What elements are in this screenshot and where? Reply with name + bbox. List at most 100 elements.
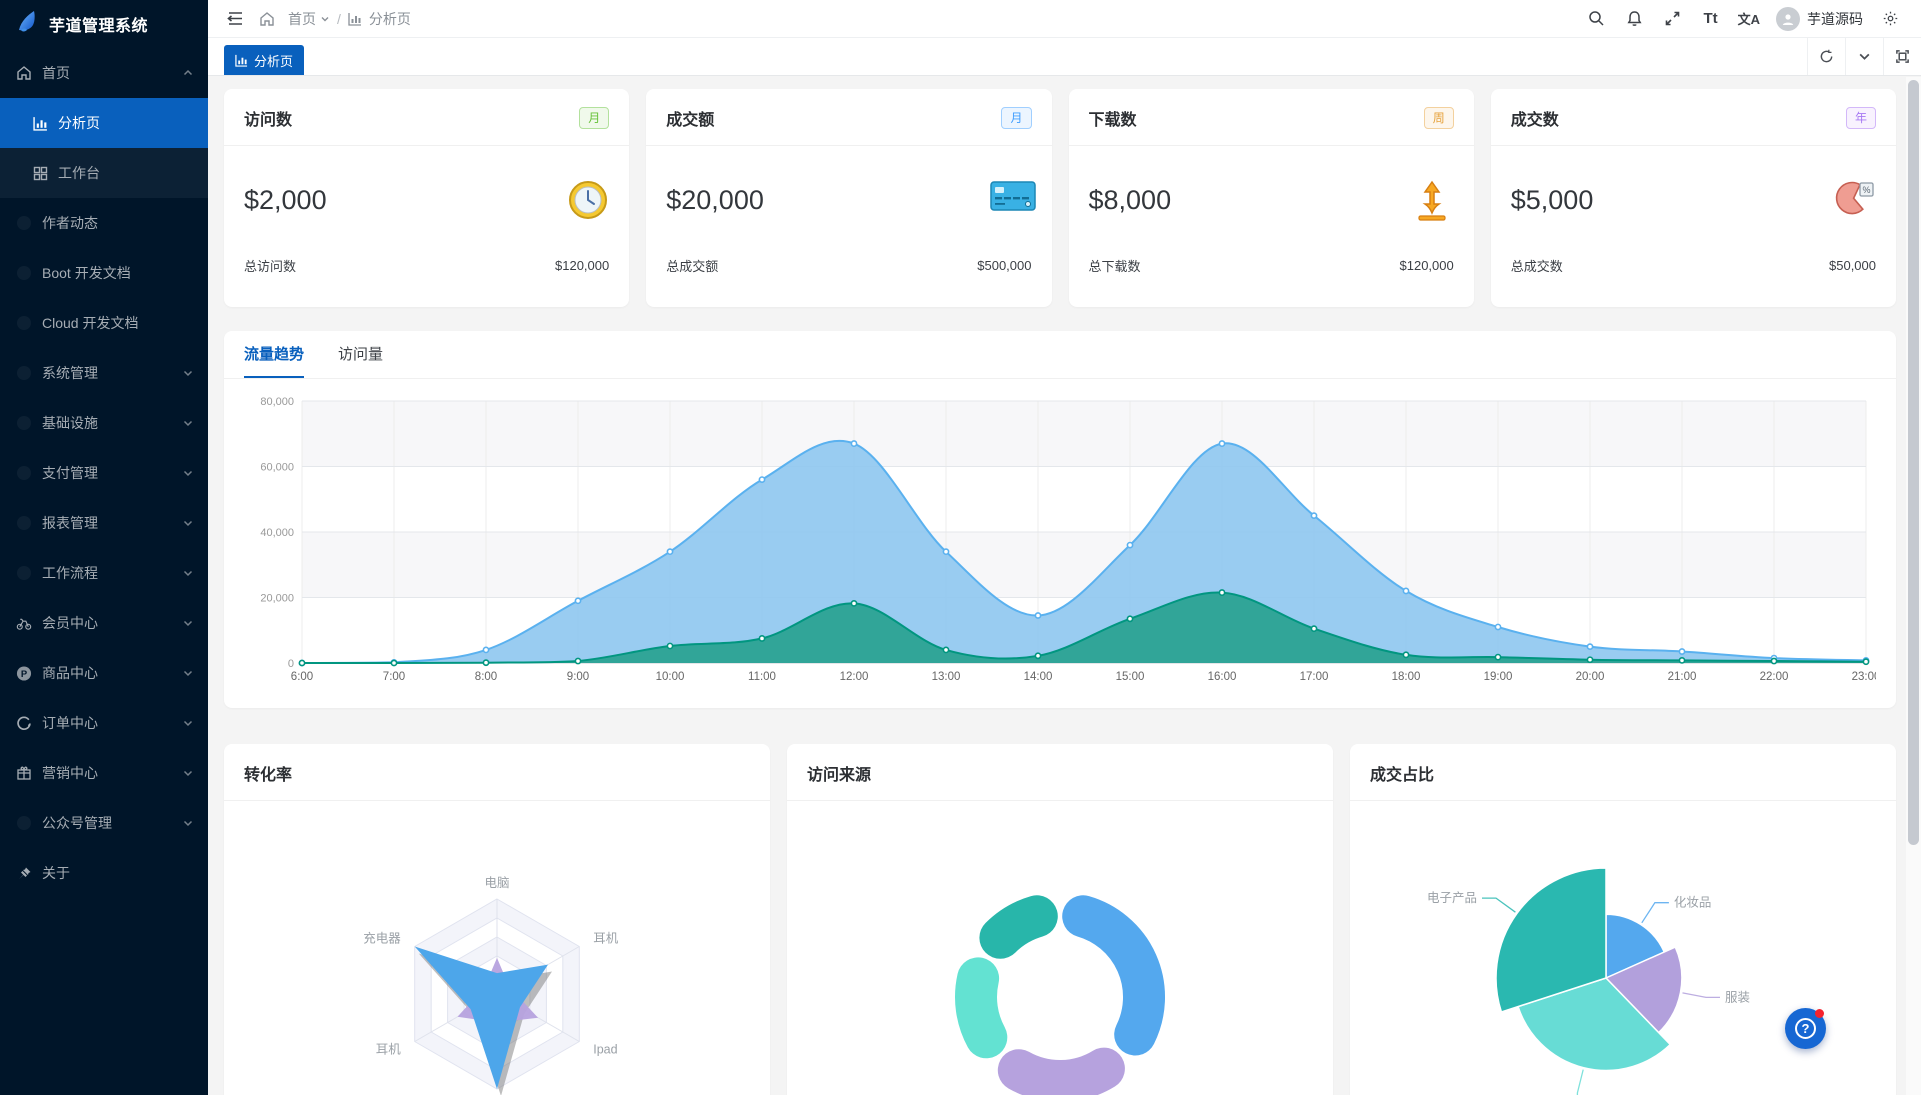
trend-tabs: 流量趋势 访问量	[224, 331, 1896, 379]
sidebar-item-0[interactable]: 首页	[0, 48, 208, 98]
stat-value: $2,000	[244, 184, 327, 215]
sidebar-item-label: 作者动态	[42, 215, 98, 231]
sidebar-item-label: Cloud 开发文档	[42, 315, 139, 331]
svg-text:充电器: 充电器	[363, 930, 401, 945]
bell-icon[interactable]	[1618, 0, 1652, 38]
sidebar-item-5[interactable]: Cloud 开发文档	[0, 298, 208, 348]
pie-icon: %	[1834, 179, 1876, 221]
sidebar-item-13[interactable]: 订单中心	[0, 698, 208, 748]
maximize-icon[interactable]	[1883, 38, 1921, 75]
chevron-down-icon	[182, 767, 194, 779]
sidebar-item-label: 系统管理	[42, 365, 98, 381]
sidebar-item-9[interactable]: 报表管理	[0, 498, 208, 548]
period-badge: 年	[1845, 107, 1876, 129]
help-button[interactable]: ?	[1785, 1008, 1826, 1049]
marketing-icon	[16, 765, 32, 781]
stat-footer-value: $120,000	[555, 258, 610, 273]
svg-text:服装: 服装	[1725, 990, 1750, 1004]
chevron-down-icon	[182, 367, 194, 379]
svg-text:23:00: 23:00	[1852, 671, 1876, 683]
sidebar-item-label: 工作流程	[42, 565, 98, 581]
svg-text:耳机: 耳机	[376, 1043, 402, 1057]
stat-value: $20,000	[666, 184, 764, 215]
font-size-icon[interactable]: Tt	[1703, 10, 1718, 27]
stat-card-3: 成交数 年 $5,000% 总成交数 $50,000	[1490, 89, 1896, 307]
sidebar-item-7[interactable]: 基础设施	[0, 398, 208, 448]
sidebar-item-4[interactable]: Boot 开发文档	[0, 248, 208, 298]
sidebar-item-10[interactable]: 工作流程	[0, 548, 208, 598]
sidebar-item-2[interactable]: 工作台	[0, 148, 208, 198]
svg-text:21:00: 21:00	[1668, 671, 1697, 683]
home-icon	[16, 65, 32, 81]
scrollbar-thumb[interactable]	[1908, 80, 1919, 845]
breadcrumb-separator: /	[337, 10, 341, 27]
svg-text:18:00: 18:00	[1392, 671, 1421, 683]
sidebar-item-16[interactable]: 关于	[0, 848, 208, 898]
sidebar-item-15[interactable]: 公众号管理	[0, 798, 208, 848]
avatar	[1776, 6, 1800, 31]
stat-card-2: 下载数 周 $8,000 总下载数 $120,000	[1068, 89, 1474, 307]
dot-icon	[16, 515, 32, 531]
card-title: 访问来源	[807, 767, 872, 784]
breadcrumb-current[interactable]: 分析页	[368, 10, 411, 27]
sidebar-item-1[interactable]: 分析页	[0, 98, 208, 148]
chevron-down-icon	[182, 467, 194, 479]
tab-analysis[interactable]: 分析页	[224, 45, 305, 75]
svg-text:电子产品: 电子产品	[1427, 891, 1477, 905]
svg-text:11:00: 11:00	[748, 671, 776, 683]
dot-icon	[16, 815, 32, 831]
dot-icon	[16, 315, 32, 331]
sidebar-item-label: 订单中心	[42, 715, 98, 731]
sidebar-item-12[interactable]: P 商品中心	[0, 648, 208, 698]
svg-text:7:00: 7:00	[383, 671, 405, 683]
svg-text:8:00: 8:00	[475, 671, 497, 683]
vertical-scrollbar[interactable]	[1906, 77, 1921, 1095]
svg-text:12:00: 12:00	[840, 671, 869, 683]
refresh-icon[interactable]	[1807, 38, 1845, 75]
sidebar-item-8[interactable]: 支付管理	[0, 448, 208, 498]
stat-card-title: 成交额	[666, 112, 715, 129]
gear-icon[interactable]	[1873, 0, 1907, 38]
dot-icon	[16, 465, 32, 481]
home-icon[interactable]	[256, 8, 278, 30]
tabbar: 分析页	[208, 38, 1921, 76]
sidebar-item-label: 分析页	[58, 115, 100, 131]
sidebar-item-label: 支付管理	[42, 465, 98, 481]
dot-icon	[16, 265, 32, 281]
main-area: 首页 / 分析页 Tt 文A	[208, 0, 1921, 1095]
svg-text:40,000: 40,000	[260, 527, 294, 539]
sidebar-item-6[interactable]: 系统管理	[0, 348, 208, 398]
sidebar-item-11[interactable]: 会员中心	[0, 598, 208, 648]
fullscreen-icon[interactable]	[1656, 0, 1690, 38]
user-menu[interactable]: 芋道源码	[1770, 6, 1869, 31]
sidebar-item-label: 报表管理	[42, 515, 98, 531]
caret-down-icon	[321, 16, 329, 21]
bar-chart-icon	[235, 54, 248, 67]
svg-text:14:00: 14:00	[1024, 671, 1053, 683]
tab-visits[interactable]: 访问量	[338, 346, 384, 363]
stat-card-title: 下载数	[1088, 112, 1137, 129]
chevron-up-icon	[182, 67, 194, 79]
tab-traffic-trend[interactable]: 流量趋势	[244, 343, 305, 378]
stat-footer-label: 总访问数	[244, 259, 297, 274]
sidebar-collapse-icon[interactable]	[224, 8, 246, 30]
svg-text:60,000: 60,000	[260, 462, 294, 474]
period-badge: 月	[579, 107, 610, 129]
svg-text:15:00: 15:00	[1116, 671, 1145, 683]
donut-chart	[787, 801, 1333, 1095]
search-icon[interactable]	[1580, 0, 1614, 38]
grid-icon	[32, 165, 48, 181]
chevron-down-icon[interactable]	[1845, 38, 1883, 75]
bar-chart-icon	[32, 115, 48, 131]
dot-icon	[16, 215, 32, 231]
stat-footer-label: 总成交额	[666, 259, 719, 274]
sidebar-item-14[interactable]: 营销中心	[0, 748, 208, 798]
translate-icon[interactable]: 文A	[1737, 12, 1760, 27]
sidebar-item-3[interactable]: 作者动态	[0, 198, 208, 248]
trend-card: 流量趋势 访问量 80,000 60,000 40,000 20,000 0 6:00 7:…	[224, 331, 1896, 708]
breadcrumb-home[interactable]: 首页	[288, 9, 330, 29]
conversion-rate-card: 转化率 电脑耳机Ipad手机耳机充电器	[224, 744, 770, 1095]
chevron-down-icon	[182, 617, 194, 629]
app-logo[interactable]: 芋道管理系统	[0, 0, 208, 48]
chevron-down-icon	[182, 567, 194, 579]
